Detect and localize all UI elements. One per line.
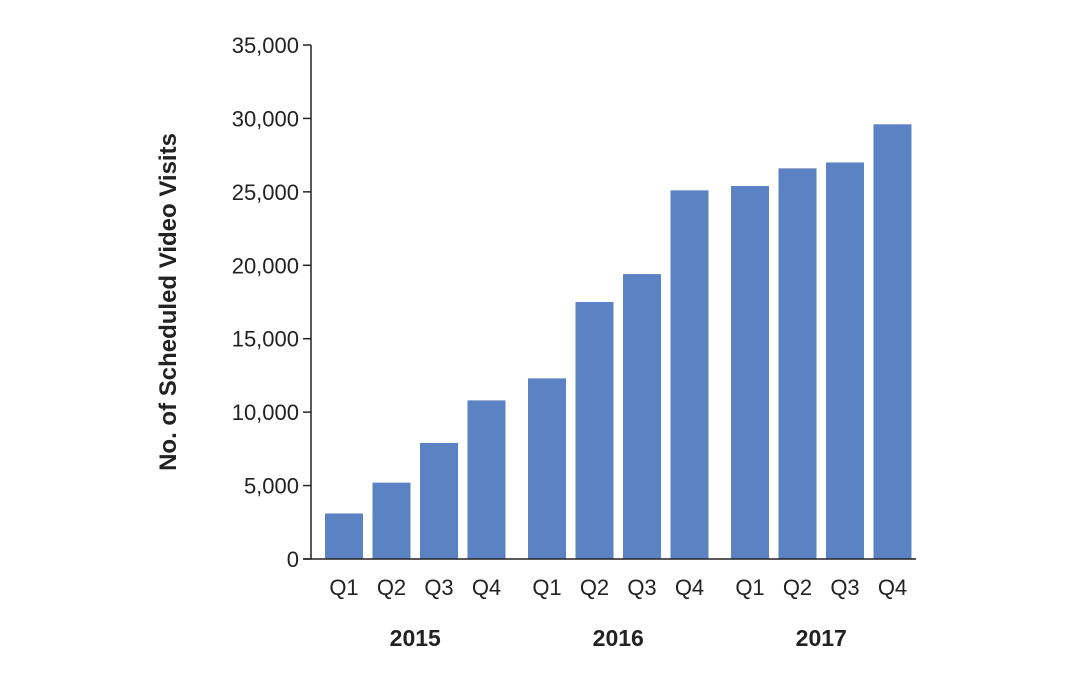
bar	[467, 400, 506, 559]
y-axis-title-group: No. of Scheduled Video Visits	[155, 133, 182, 471]
axes	[303, 45, 916, 560]
bars	[325, 124, 912, 560]
bar	[325, 513, 363, 559]
x-group-label: 2015	[390, 625, 441, 651]
bar	[420, 442, 458, 559]
y-tick-label: 25,000	[232, 180, 299, 205]
bar	[873, 124, 912, 559]
y-tick-label: 15,000	[232, 327, 299, 352]
category-labels: Q1 Q2 Q3 Q4 2015 Q1 Q2 Q3 Q4 2016 Q1 Q2 Q3 Q4 2017	[329, 575, 907, 651]
y-tick-label: 5,000	[244, 474, 299, 499]
y-tick-label: 10,000	[232, 400, 299, 425]
y-tick-label: 35,000	[232, 33, 299, 58]
y-axis-title: No. of Scheduled Video Visits	[155, 133, 182, 471]
y-tick-label: 30,000	[232, 106, 299, 131]
x-category-label: Q3	[627, 575, 656, 600]
bar	[670, 190, 709, 560]
y-tick-label: 20,000	[232, 253, 299, 278]
bar	[528, 378, 566, 559]
y-axis-ticks: 0 5,000 10,000 15,000 20,000 25,000 30,000 35,0…	[232, 33, 311, 572]
bar	[623, 274, 661, 559]
x-category-label: Q2	[783, 575, 812, 600]
x-category-label: Q2	[580, 575, 609, 600]
x-category-label: Q1	[735, 575, 764, 600]
x-category-label: Q3	[424, 575, 453, 600]
y-tick-label: 0	[287, 547, 299, 572]
x-category-label: Q4	[878, 575, 907, 600]
x-group-label: 2017	[796, 625, 847, 651]
x-category-label: Q4	[472, 575, 501, 600]
x-category-label: Q4	[675, 575, 704, 600]
x-group-label: 2016	[593, 625, 644, 651]
bar	[778, 168, 817, 560]
x-category-label: Q1	[532, 575, 561, 600]
bar	[731, 185, 769, 560]
x-category-label: Q3	[830, 575, 859, 600]
x-category-label: Q2	[377, 575, 406, 600]
x-category-label: Q1	[329, 575, 358, 600]
bar	[826, 162, 864, 559]
bar	[575, 302, 614, 559]
bar	[372, 482, 411, 559]
